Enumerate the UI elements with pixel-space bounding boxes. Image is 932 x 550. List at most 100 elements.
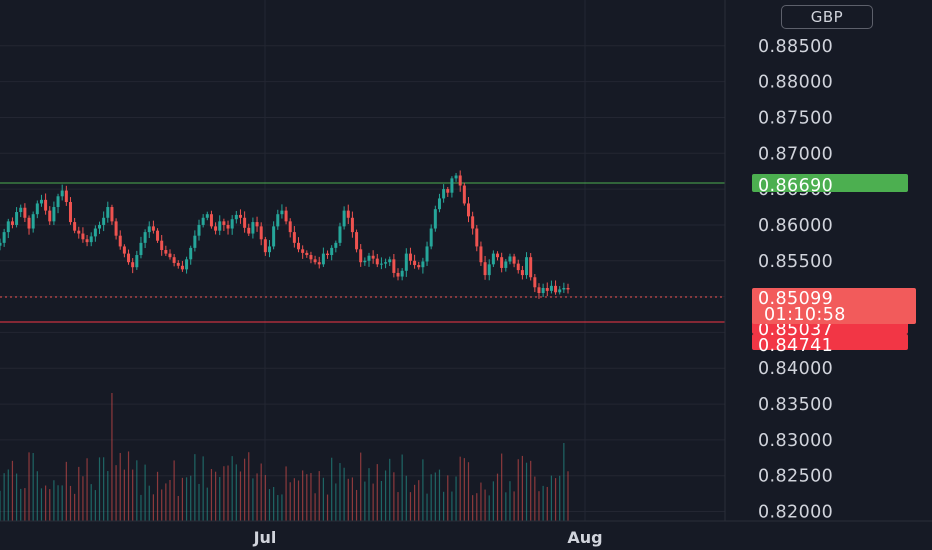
volume-bar	[480, 482, 482, 521]
time-axis[interactable]: Jul Aug	[253, 528, 603, 547]
volume-bar	[69, 485, 72, 521]
candle-body	[81, 233, 85, 240]
candle-body	[209, 214, 213, 227]
candle-body	[176, 262, 180, 266]
volume-bar	[302, 470, 304, 521]
candle-body	[496, 253, 500, 258]
volume-bar	[181, 477, 184, 521]
volume-bar	[148, 485, 150, 521]
y-tick-label: 0.88500	[758, 37, 833, 57]
candle-body	[359, 249, 363, 263]
candle-body	[326, 253, 330, 256]
candle-body	[60, 190, 64, 197]
candle-body	[475, 228, 479, 247]
x-tick-label: Aug	[567, 528, 602, 547]
candle-body	[292, 232, 296, 243]
support-tag-bg	[752, 334, 908, 350]
candle-body	[504, 261, 508, 268]
volume-bar	[542, 485, 544, 521]
candle-body	[247, 227, 251, 234]
candle-body	[15, 212, 19, 225]
volume-bar	[194, 454, 196, 521]
candle-body	[189, 247, 193, 260]
volume-bar	[98, 457, 101, 521]
candle-body	[218, 221, 222, 231]
volume-bar	[32, 452, 34, 521]
candle-body	[230, 219, 234, 229]
candle-body	[317, 262, 321, 265]
volume-bar	[289, 482, 291, 521]
volume-bar	[74, 493, 76, 521]
last-price-text: 0.85099	[758, 289, 833, 309]
candle-body	[77, 230, 81, 234]
candle-body	[433, 209, 437, 229]
prev-close-tag-text: 0.85037	[758, 320, 833, 340]
currency-badge[interactable]: GBP	[781, 5, 873, 29]
candle-body	[68, 202, 72, 223]
candle-body	[251, 222, 255, 234]
volume-bar	[0, 490, 1, 521]
volume-bar	[430, 474, 432, 521]
candle-body	[429, 228, 433, 247]
candle-body	[516, 263, 520, 271]
candle-body	[483, 262, 487, 276]
volume-bar	[231, 456, 233, 521]
volume-bar	[127, 451, 130, 521]
candle-body	[98, 224, 102, 229]
y-tick-label: 0.87000	[758, 144, 833, 164]
y-tick-label: 0.82000	[758, 503, 833, 523]
candle-body	[342, 210, 346, 227]
volume-bar	[476, 493, 478, 521]
volume-bar	[144, 464, 146, 521]
resistance-tag-bg	[752, 174, 908, 192]
candle-body	[284, 210, 288, 222]
volume-bar	[227, 465, 229, 521]
candle-body	[375, 258, 379, 265]
volume-bar	[119, 452, 121, 521]
price-axis[interactable]: 0.885000.880000.875000.870000.865000.860…	[758, 37, 833, 523]
volume-bar	[513, 491, 515, 521]
candle-body	[89, 236, 93, 243]
candle-body	[462, 185, 466, 204]
candle-body	[458, 175, 462, 186]
volume-bar	[355, 489, 358, 521]
candle-body	[371, 255, 375, 259]
candle-body	[131, 262, 135, 268]
horizontal-levels[interactable]	[0, 182, 725, 323]
candle-body	[19, 207, 23, 213]
volume-bar	[36, 471, 38, 521]
candle-body	[193, 235, 197, 248]
y-tick-label: 0.88000	[758, 73, 833, 93]
candle-body	[367, 255, 371, 261]
volume-bar	[185, 477, 188, 521]
volume-bar	[525, 462, 528, 521]
volume-bar	[103, 457, 105, 521]
volume-bar	[140, 494, 142, 521]
volume-bar	[161, 489, 163, 521]
candle-body	[500, 257, 504, 268]
volume-bar	[165, 483, 167, 521]
volume-bar	[451, 491, 453, 521]
resistance-tag-text: 0.86690	[758, 176, 833, 196]
candle-body	[143, 232, 147, 243]
candle-body	[297, 242, 301, 250]
volume-bar	[559, 475, 561, 521]
candle-body	[272, 226, 276, 247]
candle-body	[549, 285, 553, 291]
last-price-tag-bg	[752, 288, 916, 324]
candle-body	[127, 253, 131, 263]
candle-body	[27, 217, 31, 229]
volume-bar	[550, 475, 553, 521]
candle-body	[6, 221, 10, 233]
candle-body	[135, 255, 139, 268]
volume-bar	[202, 456, 204, 521]
candle-body	[102, 217, 106, 225]
candle-body	[56, 196, 60, 208]
volume-bar	[156, 471, 159, 521]
volume-bars	[0, 393, 569, 521]
volume-bar	[285, 466, 287, 521]
volume-bar	[413, 484, 416, 521]
